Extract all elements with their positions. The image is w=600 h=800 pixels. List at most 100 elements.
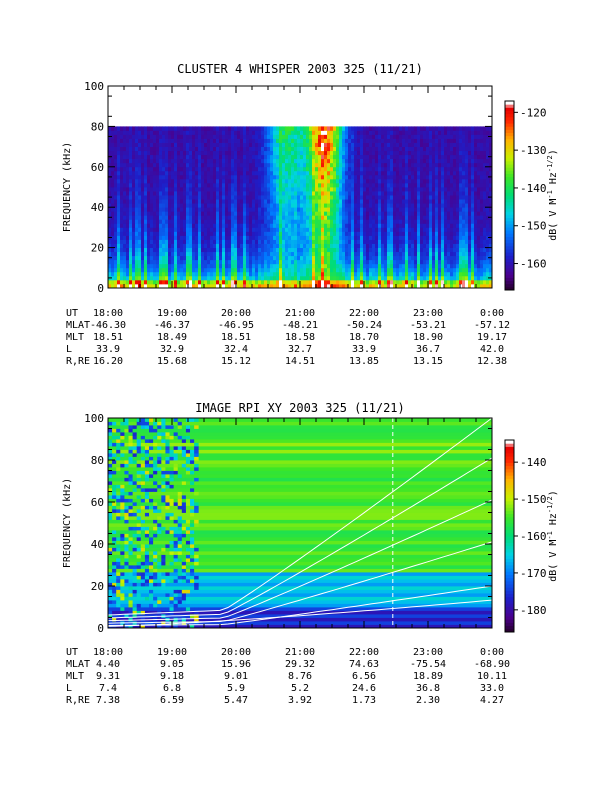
spectrogram-cell [129, 203, 133, 208]
spectrogram-cell [462, 267, 466, 273]
spectrogram-cell [228, 259, 232, 265]
spectrogram-cell [456, 215, 460, 220]
spectrogram-cell [372, 247, 376, 253]
spectrogram-cell [282, 134, 286, 139]
spectrogram-cell [276, 158, 280, 164]
spectrogram-cell [354, 195, 358, 200]
spectrogram-cell [162, 271, 166, 277]
spectrogram-cell [294, 191, 298, 196]
spectrogram-cell [216, 279, 220, 285]
spectrogram-cell [297, 275, 301, 281]
spectrogram-cell [123, 267, 127, 273]
spectrogram-cell [186, 275, 190, 281]
spectrogram-cell [360, 275, 364, 281]
spectrogram-cell [153, 162, 157, 168]
spectrogram-cell [462, 211, 466, 216]
spectrogram-cell [219, 154, 223, 160]
spectrogram-cell [321, 187, 325, 192]
spectrogram-cell [123, 138, 127, 143]
spectrogram-cell [153, 255, 157, 261]
spectrogram-cell [153, 178, 157, 184]
spectrogram-cell [435, 166, 439, 172]
spectrogram-cell [354, 154, 358, 160]
spectrogram-cell [150, 255, 154, 261]
spectrogram-cell [267, 138, 271, 143]
spectrogram-cell [150, 174, 154, 180]
spectrogram-cell [465, 182, 469, 188]
spectrogram-cell [351, 235, 355, 240]
spectrogram-cell [429, 211, 433, 216]
spectrogram-cell [480, 154, 484, 160]
spectrogram-cell [471, 283, 475, 289]
spectrogram-cell [132, 243, 136, 248]
spectrogram-cell [240, 251, 244, 257]
spectrogram-cell [108, 130, 112, 135]
spectrogram-cell [384, 195, 388, 200]
spectrogram-cell [450, 130, 454, 135]
spectrogram-cell [186, 207, 190, 212]
spectrogram-cell [375, 219, 379, 224]
spectrogram-cell [159, 239, 163, 244]
spectrogram-cell [279, 239, 283, 244]
spectrogram-cell [288, 263, 292, 269]
spectrogram-cell [297, 174, 301, 180]
spectrogram-cell [438, 247, 442, 253]
spectrogram-cell [285, 211, 289, 216]
spectrogram-cell [366, 134, 370, 139]
spectrogram-cell [156, 223, 160, 228]
spectrogram-cell [474, 219, 478, 224]
spectrogram-cell [261, 203, 265, 208]
spectrogram-cell [357, 231, 361, 236]
spectrogram-cell [459, 174, 463, 180]
spectrogram-cell [192, 146, 196, 152]
spectrogram-cell [225, 203, 229, 208]
spectrogram-cell [411, 138, 415, 143]
spectrogram-cell [456, 158, 460, 164]
spectrogram-cell [414, 130, 418, 135]
spectrogram-cell [126, 255, 130, 261]
spectrogram-cell [276, 187, 280, 192]
spectrogram-cell [420, 166, 424, 172]
spectrogram-cell [405, 203, 409, 208]
spectrogram-cell [306, 271, 310, 277]
spectrogram-cell [450, 207, 454, 212]
spectrogram-cell [447, 191, 451, 196]
spectrogram-cell [213, 142, 217, 147]
spectrogram-cell [249, 227, 253, 232]
spectrogram-cell [126, 191, 130, 196]
spectrogram-cell [174, 271, 178, 277]
spectrogram-cell [399, 283, 403, 289]
spectrogram-cell [234, 275, 238, 281]
spectrogram-cell [108, 259, 112, 265]
spectrogram-cell [429, 138, 433, 143]
spectrogram-cell [399, 215, 403, 220]
spectrogram-cell [387, 243, 391, 248]
spectrogram-cell [243, 247, 247, 253]
spectrogram-cell [264, 211, 268, 216]
spectrogram-cell [399, 235, 403, 240]
spectrogram-cell [117, 279, 121, 285]
spectrogram-cell [183, 191, 187, 196]
spectrogram-cell [186, 174, 190, 180]
spectrogram-cell [300, 166, 304, 172]
spectrogram-cell [336, 231, 340, 236]
spectrogram-cell [360, 247, 364, 253]
spectrogram-cell [123, 275, 127, 281]
spectrogram-cell [225, 130, 229, 135]
spectrogram-cell [252, 239, 256, 244]
spectrogram-cell [162, 211, 166, 216]
spectrogram-cell [273, 138, 277, 143]
spectrogram-cell [123, 259, 127, 265]
spectrogram-cell [330, 158, 334, 164]
spectrogram-cell [441, 275, 445, 281]
spectrogram-cell [174, 227, 178, 232]
spectrogram-cell [315, 150, 319, 156]
spectrogram-cell [156, 158, 160, 164]
spectrogram-cell [435, 239, 439, 244]
spectrogram-cell [303, 158, 307, 164]
spectrogram-cell [144, 275, 148, 281]
spectrogram-cell [108, 279, 112, 285]
spectrogram-cell [168, 138, 172, 143]
spectrogram-cell [294, 235, 298, 240]
spectrogram-cell [156, 150, 160, 156]
